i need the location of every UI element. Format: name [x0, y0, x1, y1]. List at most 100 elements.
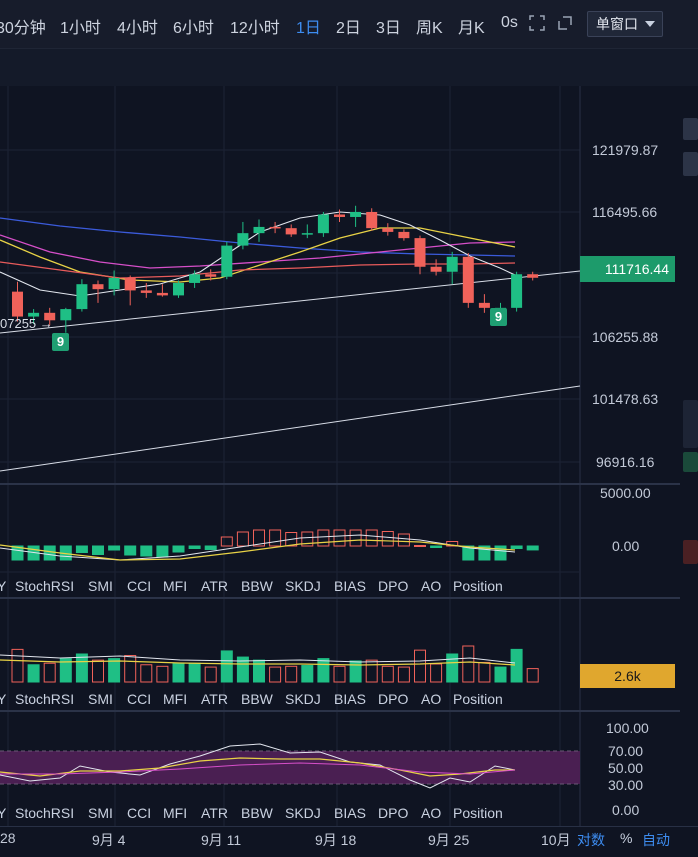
- tab-position[interactable]: Position: [453, 805, 503, 821]
- side-panel-toggle[interactable]: [683, 400, 698, 448]
- candle-body[interactable]: [205, 274, 217, 277]
- volume-bar[interactable]: [381, 665, 394, 683]
- tab-dpo[interactable]: DPO: [378, 691, 409, 707]
- candle-body[interactable]: [430, 266, 442, 272]
- tab-cci[interactable]: CCI: [127, 691, 152, 707]
- timeframe-4h[interactable]: 4小时: [117, 20, 158, 37]
- side-panel-tab[interactable]: [683, 118, 698, 140]
- tab-skdj[interactable]: SKDJ: [285, 578, 321, 594]
- candle-body[interactable]: [12, 291, 23, 317]
- tab-prev-indicator[interactable]: Y: [0, 578, 7, 594]
- timeframe-3d[interactable]: 3日: [376, 20, 401, 37]
- volume-bar[interactable]: [269, 666, 282, 683]
- log-scale-button[interactable]: 对数: [577, 832, 605, 848]
- tab-bbw[interactable]: BBW: [241, 691, 273, 707]
- volume-bar[interactable]: [172, 662, 185, 683]
- tab-smi[interactable]: SMI: [88, 691, 113, 707]
- candle-body[interactable]: [446, 256, 458, 272]
- side-panel-tab[interactable]: [683, 540, 698, 564]
- volume-bar[interactable]: [526, 668, 539, 683]
- candle-body[interactable]: [76, 284, 88, 310]
- volume-bar[interactable]: [397, 666, 410, 683]
- volume-bar[interactable]: [43, 662, 56, 683]
- volume-bar[interactable]: [204, 666, 217, 683]
- candle-body[interactable]: [462, 256, 474, 303]
- volume-bar[interactable]: [59, 658, 72, 683]
- volume-bar[interactable]: [446, 653, 459, 683]
- volume-bar[interactable]: [236, 656, 249, 683]
- tab-bbw[interactable]: BBW: [241, 805, 273, 821]
- timeframe-1d[interactable]: 1日: [296, 20, 321, 37]
- candle-body[interactable]: [301, 233, 313, 235]
- tab-mfi[interactable]: MFI: [163, 805, 188, 821]
- timeframe-30m[interactable]: 30分钟: [0, 20, 46, 37]
- candle-body[interactable]: [285, 228, 297, 235]
- volume-bar[interactable]: [301, 665, 314, 683]
- candle-body[interactable]: [478, 302, 490, 308]
- volume-bar[interactable]: [478, 661, 491, 683]
- volume-bar[interactable]: [124, 655, 137, 683]
- tab-smi[interactable]: SMI: [88, 578, 113, 594]
- candle-body[interactable]: [60, 309, 72, 321]
- window-mode-select[interactable]: 单窗口: [587, 11, 663, 37]
- candle-body[interactable]: [124, 277, 136, 291]
- tab-prev-indicator[interactable]: Y: [0, 691, 7, 707]
- tab-smi[interactable]: SMI: [88, 805, 113, 821]
- tab-ao[interactable]: AO: [421, 805, 442, 821]
- tab-cci[interactable]: CCI: [127, 805, 152, 821]
- tab-atr[interactable]: ATR: [201, 578, 228, 594]
- tab-stochrsi[interactable]: StochRSI: [15, 805, 75, 821]
- volume-bar[interactable]: [333, 665, 346, 683]
- candle-body[interactable]: [173, 282, 184, 296]
- timeframe-12h[interactable]: 12小时: [230, 20, 280, 37]
- tab-cci[interactable]: CCI: [127, 578, 152, 594]
- tab-bias[interactable]: BIAS: [334, 805, 366, 821]
- volume-bar[interactable]: [494, 666, 507, 683]
- candle-body[interactable]: [317, 214, 329, 234]
- fullscreen-icon[interactable]: [528, 14, 546, 32]
- volume-bar[interactable]: [317, 658, 330, 683]
- trendline-lower[interactable]: [0, 385, 581, 472]
- tab-ao[interactable]: AO: [421, 691, 442, 707]
- tab-skdj[interactable]: SKDJ: [285, 691, 321, 707]
- timeframe-2d[interactable]: 2日: [336, 20, 361, 37]
- candle-body[interactable]: [350, 211, 362, 217]
- candle-body[interactable]: [382, 228, 394, 232]
- candle-body[interactable]: [237, 233, 249, 246]
- volume-bar[interactable]: [92, 659, 104, 683]
- tab-mfi[interactable]: MFI: [163, 578, 188, 594]
- tab-atr[interactable]: ATR: [201, 691, 228, 707]
- volume-bar[interactable]: [349, 660, 362, 683]
- volume-bar[interactable]: [430, 663, 443, 683]
- candle-body[interactable]: [366, 211, 378, 229]
- candle-body[interactable]: [398, 231, 410, 239]
- volume-bar[interactable]: [510, 648, 523, 683]
- tab-prev-indicator[interactable]: Y: [0, 805, 7, 821]
- candle-body[interactable]: [156, 292, 168, 296]
- side-panel-tab[interactable]: [683, 152, 698, 176]
- tab-stochrsi[interactable]: StochRSI: [15, 691, 75, 707]
- volume-bar[interactable]: [140, 664, 153, 683]
- tab-atr[interactable]: ATR: [201, 805, 228, 821]
- volume-bar[interactable]: [220, 650, 233, 683]
- tab-position[interactable]: Position: [453, 578, 503, 594]
- percent-scale-button[interactable]: %: [620, 830, 633, 846]
- volume-bar[interactable]: [414, 649, 426, 683]
- screenshot-icon[interactable]: [556, 14, 574, 32]
- tab-dpo[interactable]: DPO: [378, 578, 409, 594]
- candle-body[interactable]: [511, 274, 523, 308]
- tab-bias[interactable]: BIAS: [334, 578, 366, 594]
- auto-scale-button[interactable]: 自动: [642, 832, 670, 848]
- tab-bias[interactable]: BIAS: [334, 691, 366, 707]
- candle-body[interactable]: [140, 290, 152, 293]
- candle-body[interactable]: [269, 226, 281, 229]
- tab-bbw[interactable]: BBW: [241, 578, 273, 594]
- volume-bar[interactable]: [27, 664, 40, 683]
- volume-bar[interactable]: [188, 662, 201, 683]
- candle-body[interactable]: [92, 284, 104, 290]
- tab-stochrsi[interactable]: StochRSI: [15, 578, 75, 594]
- candle-body[interactable]: [108, 277, 120, 290]
- tab-skdj[interactable]: SKDJ: [285, 805, 321, 821]
- candle-body[interactable]: [189, 274, 201, 283]
